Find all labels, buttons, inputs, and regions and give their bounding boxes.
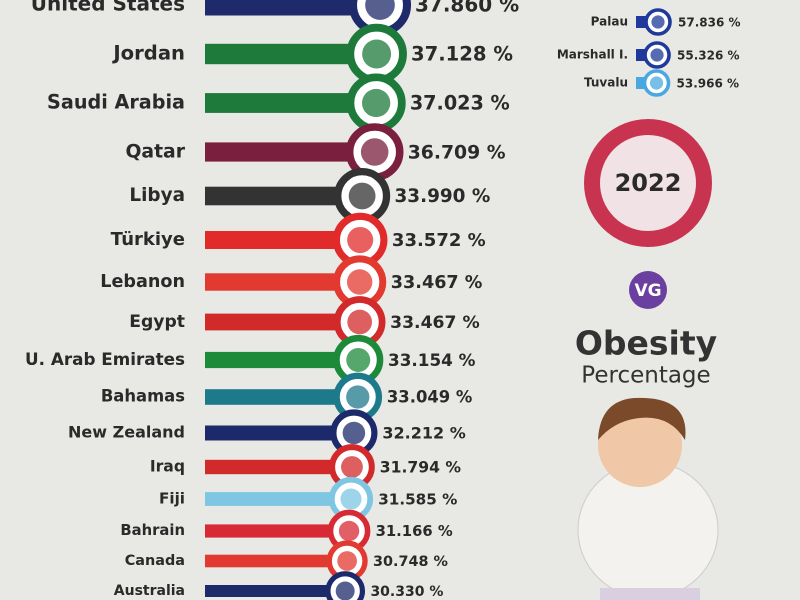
bar (205, 585, 346, 597)
bar (205, 459, 352, 475)
flag-inner (649, 76, 664, 90)
bar (205, 93, 377, 113)
value-label: 53.966 % (677, 77, 740, 91)
category-label: Qatar (125, 142, 185, 163)
bar (205, 425, 354, 441)
year-ring (584, 119, 712, 247)
flag-inner (341, 456, 363, 478)
flag-inner (346, 348, 371, 372)
value-label: 33.990 % (395, 186, 491, 207)
value-label: 33.467 % (391, 273, 483, 293)
flag-inner (340, 488, 362, 510)
value-label: 30.330 % (370, 584, 443, 600)
category-label: United States (31, 0, 185, 16)
flag-inner (335, 581, 355, 600)
bar (205, 492, 351, 506)
flag-inner (650, 48, 664, 62)
bar (205, 273, 360, 291)
flag-inner (337, 551, 357, 571)
category-label: Marshall I. (557, 48, 628, 62)
value-label: 57.836 % (678, 16, 741, 30)
value-label: 33.467 % (390, 313, 480, 333)
category-label: Australia (114, 583, 185, 599)
category-label: Saudi Arabia (47, 91, 185, 114)
bar (205, 43, 377, 65)
flag-inner (346, 385, 370, 409)
logo: VG (634, 281, 661, 301)
value-label: 31.585 % (378, 491, 457, 509)
category-label: New Zealand (68, 423, 185, 442)
value-label: 31.794 % (380, 459, 462, 477)
flag-inner (362, 39, 392, 69)
bar (205, 0, 380, 16)
flag-inner (347, 309, 373, 335)
flag-inner (338, 520, 360, 542)
chart-title: Obesity (575, 324, 717, 363)
category-label: Bahrain (120, 522, 185, 539)
year: 2022 (615, 169, 682, 197)
category-label: Türkiye (111, 229, 185, 250)
value-label: 55.326 % (677, 49, 740, 63)
category-label: Egypt (129, 312, 185, 332)
flag-inner (361, 88, 391, 118)
category-label: Fiji (159, 490, 185, 508)
flag-inner (651, 15, 665, 29)
bar (205, 524, 350, 538)
bar (205, 186, 363, 206)
value-label: 33.572 % (392, 230, 486, 251)
category-label: Canada (125, 553, 185, 569)
category-label: Tuvalu (584, 76, 628, 90)
value-label: 37.128 % (411, 43, 513, 66)
bar (205, 142, 375, 162)
chart-subtitle: Percentage (581, 363, 710, 389)
bar (205, 313, 360, 331)
value-label: 32.212 % (382, 424, 465, 443)
category-label: Jordan (111, 42, 185, 65)
bar (205, 554, 348, 568)
value-label: 33.154 % (388, 350, 476, 370)
bar (205, 389, 358, 405)
value-label: 31.166 % (376, 523, 453, 540)
value-label: 33.049 % (387, 388, 472, 407)
value-label: 37.860 % (415, 0, 519, 17)
category-label: U. Arab Emirates (25, 349, 185, 369)
category-label: Palau (591, 15, 628, 29)
value-label: 30.748 % (373, 554, 448, 570)
flag-inner (346, 269, 373, 295)
category-label: Bahamas (101, 387, 185, 406)
category-label: Libya (129, 185, 185, 206)
flag-inner (342, 421, 366, 445)
flag-inner (365, 0, 395, 20)
character (577, 397, 719, 600)
value-label: 36.709 % (408, 143, 506, 164)
category-label: Lebanon (100, 272, 185, 292)
logo-badge (629, 271, 667, 309)
value-label: 37.023 % (410, 92, 510, 115)
category-label: Iraq (150, 458, 185, 476)
flag-inner (360, 138, 389, 166)
flag-inner (348, 182, 376, 210)
flag-inner (347, 226, 374, 254)
bar (205, 231, 361, 249)
bar (205, 351, 359, 369)
